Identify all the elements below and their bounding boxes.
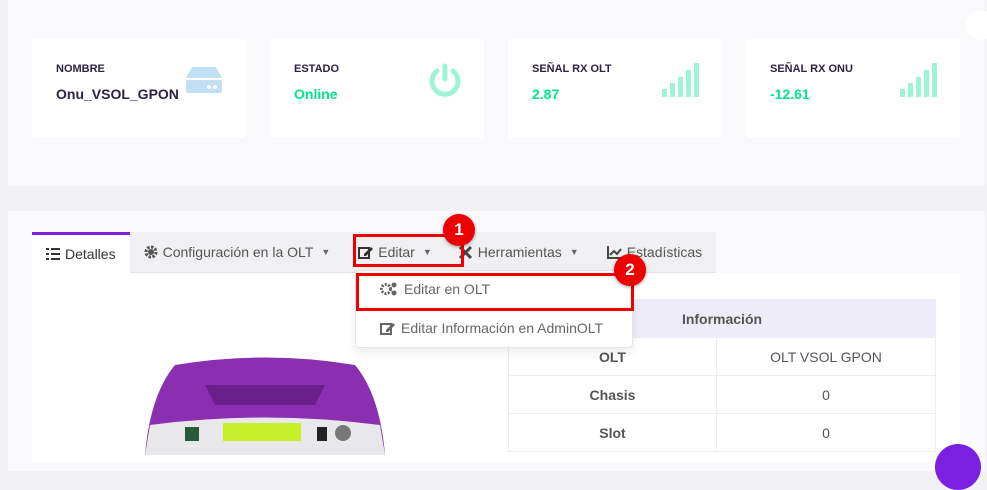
- menu-item-editar-olt[interactable]: Editar en OLT: [356, 271, 632, 307]
- card-value: -12.61: [770, 86, 810, 102]
- onu-device-image: [145, 357, 385, 455]
- caret-down-icon: ▼: [321, 247, 331, 257]
- tab-label: Detalles: [65, 246, 116, 262]
- card-estado: ESTADO Online: [270, 39, 484, 138]
- edit-icon: [380, 322, 395, 335]
- table-row: Slot 0: [508, 413, 936, 452]
- row-key: Chasis: [508, 375, 717, 414]
- tab-bar: Detalles Configuración en la OLT ▼ Editar…: [32, 232, 717, 273]
- gears-icon: [380, 282, 397, 296]
- menu-item-label: Editar en OLT: [404, 281, 491, 297]
- card-senal-rx-olt: SEÑAL RX OLT 2.87: [508, 39, 722, 138]
- card-nombre: NOMBRE Onu_VSOL_GPON: [32, 39, 246, 138]
- scroll-top-button[interactable]: [966, 10, 987, 40]
- highlight-editar: [353, 234, 464, 267]
- highlight-editar-olt: [356, 273, 634, 311]
- gear-icon: [144, 245, 158, 259]
- card-label: ESTADO: [294, 63, 340, 75]
- card-value: Online: [294, 86, 338, 102]
- tab-label: Estadísticas: [626, 244, 703, 260]
- step-badge-2: 2: [614, 254, 646, 286]
- tab-label: Configuración en la OLT: [162, 244, 314, 260]
- card-senal-rx-onu: SEÑAL RX ONU -12.61: [746, 39, 960, 138]
- edit-icon: [358, 247, 374, 259]
- power-icon: [429, 63, 461, 97]
- chart-line-icon: [606, 245, 622, 259]
- tab-estadisticas[interactable]: Estadísticas: [592, 232, 717, 273]
- caret-down-icon: ▼: [569, 247, 579, 257]
- card-label: SEÑAL RX ONU: [770, 63, 853, 75]
- row-value: 0: [716, 375, 936, 414]
- signal-icon: [662, 63, 699, 97]
- tab-configuracion-olt[interactable]: Configuración en la OLT ▼: [129, 232, 345, 273]
- caret-down-icon: ▼: [422, 247, 432, 257]
- chat-button[interactable]: [935, 444, 981, 490]
- server-icon: [186, 67, 222, 93]
- card-label: NOMBRE: [56, 63, 105, 75]
- signal-icon: [900, 63, 937, 97]
- list-icon: [46, 248, 60, 260]
- tab-label: Herramientas: [477, 244, 562, 260]
- tab-label: Editar: [378, 244, 415, 260]
- menu-item-label: Editar Información en AdminOLT: [401, 319, 604, 336]
- card-value: 2.87: [532, 86, 560, 102]
- row-value: 0: [716, 413, 936, 452]
- tab-detalles[interactable]: Detalles: [32, 232, 130, 273]
- table-row: Chasis 0: [508, 375, 936, 414]
- row-key: Slot: [508, 413, 717, 452]
- card-value: Onu_VSOL_GPON: [56, 86, 179, 102]
- menu-item-editar-adminolt[interactable]: Editar Información en AdminOLT: [356, 307, 632, 347]
- card-label: SEÑAL RX OLT: [532, 63, 612, 75]
- row-value: OLT VSOL GPON: [716, 337, 936, 376]
- step-badge-1: 1: [443, 214, 475, 246]
